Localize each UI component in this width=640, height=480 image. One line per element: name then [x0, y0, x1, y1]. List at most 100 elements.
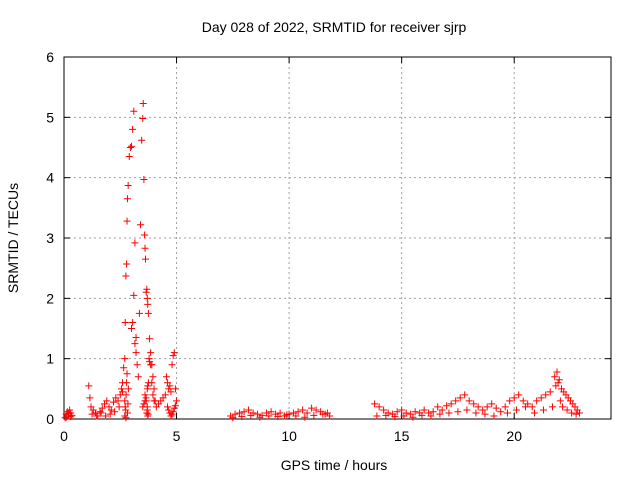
data-point [555, 376, 563, 384]
data-point [470, 400, 478, 408]
data-point [122, 272, 130, 280]
data-point [247, 411, 255, 419]
data-points [61, 99, 583, 422]
data-point [85, 382, 93, 390]
data-point [481, 410, 489, 418]
data-point [143, 285, 151, 293]
data-point [373, 412, 381, 420]
plot-frame [63, 56, 612, 420]
x-tick-label: 15 [394, 428, 410, 444]
data-point [568, 409, 576, 417]
data-point [283, 411, 291, 419]
data-point [537, 394, 545, 402]
data-point [150, 385, 158, 393]
data-point [539, 406, 547, 414]
data-point [137, 221, 145, 229]
data-point [93, 412, 101, 420]
data-point [490, 412, 498, 420]
data-point [161, 391, 169, 399]
data-point [144, 382, 152, 390]
data-point [245, 406, 253, 414]
data-point [497, 408, 505, 416]
data-point [128, 142, 136, 150]
data-point [551, 373, 559, 381]
data-point [147, 349, 155, 357]
data-point [143, 294, 151, 302]
data-point [452, 397, 460, 405]
data-point [68, 411, 76, 419]
data-point [140, 175, 148, 183]
y-tick-label: 3 [46, 230, 54, 246]
data-point [115, 403, 123, 411]
data-point [96, 408, 104, 416]
data-point [236, 409, 244, 417]
data-point [575, 409, 583, 417]
data-point [139, 99, 147, 107]
data-point [274, 413, 282, 421]
x-tick-label: 0 [60, 428, 68, 444]
data-point [454, 408, 462, 416]
data-point [301, 413, 309, 421]
data-point [171, 402, 179, 410]
data-point [303, 409, 311, 417]
data-point [167, 412, 175, 420]
data-point [519, 397, 527, 405]
data-point [141, 255, 149, 263]
data-point [409, 413, 417, 421]
data-point [141, 231, 149, 239]
data-point [144, 300, 152, 308]
data-point [292, 412, 300, 420]
data-point [149, 373, 157, 381]
data-point [267, 408, 275, 416]
data-point [146, 335, 154, 343]
data-point [479, 406, 487, 414]
data-point [132, 334, 140, 342]
data-point [463, 406, 471, 414]
data-point [391, 413, 399, 421]
data-point [429, 408, 437, 416]
data-point [461, 391, 469, 399]
data-point [256, 413, 264, 421]
x-tick-label: 20 [506, 428, 522, 444]
data-point [124, 385, 132, 393]
data-point [229, 414, 237, 422]
data-point [231, 410, 239, 418]
data-point [542, 391, 550, 399]
data-point [171, 385, 179, 393]
data-point [563, 406, 571, 414]
data-point [474, 403, 482, 411]
data-point [240, 408, 248, 416]
data-point [546, 388, 554, 396]
x-axis-label: GPS time / hours [281, 457, 388, 473]
data-point [488, 400, 496, 408]
data-point [61, 414, 69, 422]
data-point [559, 403, 567, 411]
data-point [465, 397, 473, 405]
data-point [123, 195, 131, 203]
data-point [141, 391, 149, 399]
data-point [110, 398, 118, 406]
axis-ticks: 0 5 10 15 20 0 1 2 3 4 5 6 [46, 49, 611, 444]
data-point [445, 409, 453, 417]
data-point [123, 379, 131, 387]
data-point [128, 325, 136, 332]
data-point [138, 136, 146, 144]
data-point [170, 349, 178, 357]
data-point [554, 379, 562, 387]
data-point [299, 406, 307, 414]
x-tick-label: 5 [173, 428, 181, 444]
data-point [371, 400, 379, 408]
data-point [548, 403, 556, 411]
data-point [117, 385, 125, 393]
data-point [130, 107, 138, 115]
data-point [126, 144, 134, 151]
grid [64, 57, 611, 419]
data-point [122, 406, 130, 414]
data-point [521, 403, 529, 411]
data-point [123, 370, 131, 378]
data-point [164, 403, 172, 411]
data-point [121, 355, 129, 363]
data-point [312, 406, 320, 414]
data-point [556, 397, 564, 405]
data-point [166, 382, 174, 390]
